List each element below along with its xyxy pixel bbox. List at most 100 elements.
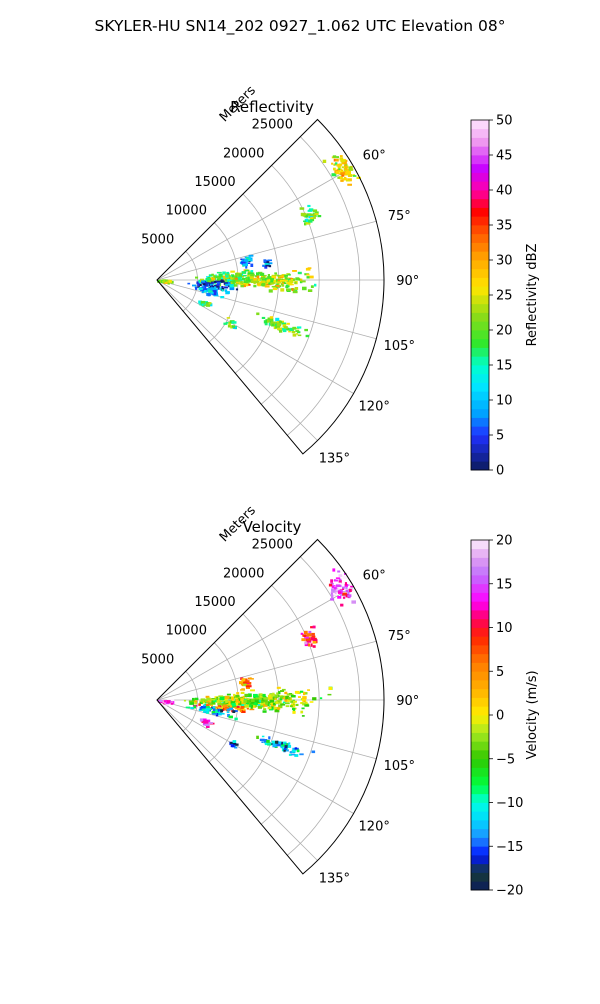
grid-spoke bbox=[156, 699, 318, 861]
echo-pixel bbox=[205, 708, 211, 711]
echo-pixel bbox=[339, 157, 344, 161]
echo-pixel bbox=[252, 272, 255, 275]
echo-pixel bbox=[228, 321, 231, 326]
colorbar-segment bbox=[471, 207, 489, 217]
echo-pixel bbox=[183, 699, 187, 702]
echo-pixel bbox=[216, 282, 221, 285]
echo-pixel bbox=[263, 697, 269, 700]
echo-pixel bbox=[271, 285, 277, 288]
grid-spoke bbox=[156, 279, 318, 441]
echo-pixel bbox=[338, 168, 343, 171]
echo-pixel bbox=[274, 697, 277, 701]
colorbar-segment bbox=[471, 435, 489, 445]
echo-pixel bbox=[332, 568, 336, 572]
echo-pixel bbox=[269, 699, 275, 703]
echo-pixel bbox=[285, 702, 290, 705]
colorbar-segment bbox=[471, 137, 489, 147]
echo-pixel bbox=[347, 591, 350, 594]
colorbar-segment bbox=[471, 785, 489, 795]
echo-pixel bbox=[288, 696, 291, 700]
echo-pixel bbox=[213, 276, 218, 279]
echo-pixel bbox=[339, 155, 343, 158]
echo-pixel bbox=[304, 328, 308, 332]
echo-pixel bbox=[283, 324, 287, 328]
colorbar-segment bbox=[471, 452, 489, 462]
echo-pixel bbox=[261, 282, 266, 287]
echo-pixel bbox=[299, 278, 303, 282]
echo-pixel bbox=[248, 256, 251, 259]
echo-pixel bbox=[205, 302, 210, 305]
echo-pixel bbox=[250, 689, 255, 692]
echo-pixel bbox=[253, 285, 257, 288]
echo-pixel bbox=[267, 319, 270, 323]
echo-pixel bbox=[266, 279, 271, 282]
echo-pixel bbox=[163, 279, 166, 282]
colorbar-tick-label: −10 bbox=[496, 796, 523, 811]
echo-pixel bbox=[282, 701, 286, 704]
echo-pixel bbox=[240, 280, 243, 284]
echo-pixel bbox=[209, 303, 213, 307]
colorbar-segment bbox=[471, 268, 489, 278]
echo-pixel bbox=[226, 693, 231, 696]
radial-tick-label: 20000 bbox=[223, 566, 264, 581]
echo-pixel bbox=[280, 741, 283, 745]
echo-pixel bbox=[242, 708, 246, 711]
echo-pixel bbox=[250, 270, 254, 273]
echo-pixel bbox=[248, 702, 252, 705]
echo-pixel bbox=[244, 704, 250, 708]
echo-pixel bbox=[221, 289, 224, 292]
echo-pixel bbox=[235, 743, 239, 746]
echo-pixel bbox=[251, 705, 257, 708]
echo-pixel bbox=[284, 691, 288, 695]
echo-pixel bbox=[264, 266, 268, 269]
echo-pixel bbox=[291, 330, 296, 334]
echo-pixel bbox=[288, 742, 291, 745]
echo-pixel bbox=[312, 215, 316, 219]
echo-pixel bbox=[257, 706, 262, 709]
echo-pixel bbox=[212, 708, 216, 712]
echo-pixel bbox=[292, 708, 296, 713]
echo-pixel bbox=[288, 753, 292, 756]
echo-pixel bbox=[226, 317, 231, 319]
echo-pixel bbox=[328, 583, 333, 587]
echo-pixel bbox=[157, 280, 161, 283]
echo-pixel bbox=[310, 637, 316, 641]
echo-pixel bbox=[276, 323, 282, 327]
echo-pixel bbox=[303, 691, 306, 696]
colorbar: 0 5 10 15 20 25 30 35 40 45 50 Reflectivity dBZ bbox=[470, 114, 540, 479]
radial-tick-label: 5000 bbox=[141, 652, 174, 667]
echo-pixel bbox=[290, 695, 296, 698]
echo-pixel bbox=[226, 708, 230, 711]
echo-pixel bbox=[291, 749, 296, 753]
echo-pixel bbox=[305, 334, 310, 338]
echo-pixel bbox=[278, 741, 282, 744]
echo-pixel bbox=[222, 271, 226, 275]
echo-pixel bbox=[261, 695, 267, 699]
echo-pixel bbox=[336, 168, 341, 173]
echo-pixel bbox=[336, 164, 342, 167]
echo-pixel bbox=[306, 633, 312, 637]
echo-pixel bbox=[296, 333, 299, 335]
echo-pixel bbox=[273, 706, 279, 710]
echo-pixel bbox=[271, 323, 274, 327]
colorbar-segment bbox=[471, 365, 489, 375]
grid-arc bbox=[287, 136, 361, 436]
echo-pixel bbox=[239, 681, 244, 685]
radial-tick-label: 25000 bbox=[252, 538, 293, 553]
echo-pixel bbox=[260, 699, 264, 704]
echo-pixel bbox=[280, 703, 286, 706]
echo-pixel bbox=[291, 288, 294, 291]
colorbar-tick-label: −20 bbox=[496, 884, 523, 899]
grid-spoke bbox=[156, 699, 377, 760]
reflectivity-panel: Reflectivity500010000150002000025000Mete… bbox=[141, 83, 540, 478]
echo-pixel bbox=[260, 277, 265, 280]
echo-pixel bbox=[223, 282, 228, 285]
echo-pixel bbox=[277, 327, 283, 331]
angle-tick-label: 105° bbox=[384, 339, 415, 354]
echo-pixel bbox=[300, 212, 306, 217]
colorbar-segment bbox=[471, 242, 489, 252]
echo-pixel bbox=[240, 682, 244, 686]
colorbar-segment bbox=[471, 881, 489, 891]
echo-pixel bbox=[199, 706, 205, 711]
colorbar-segment bbox=[471, 706, 489, 716]
